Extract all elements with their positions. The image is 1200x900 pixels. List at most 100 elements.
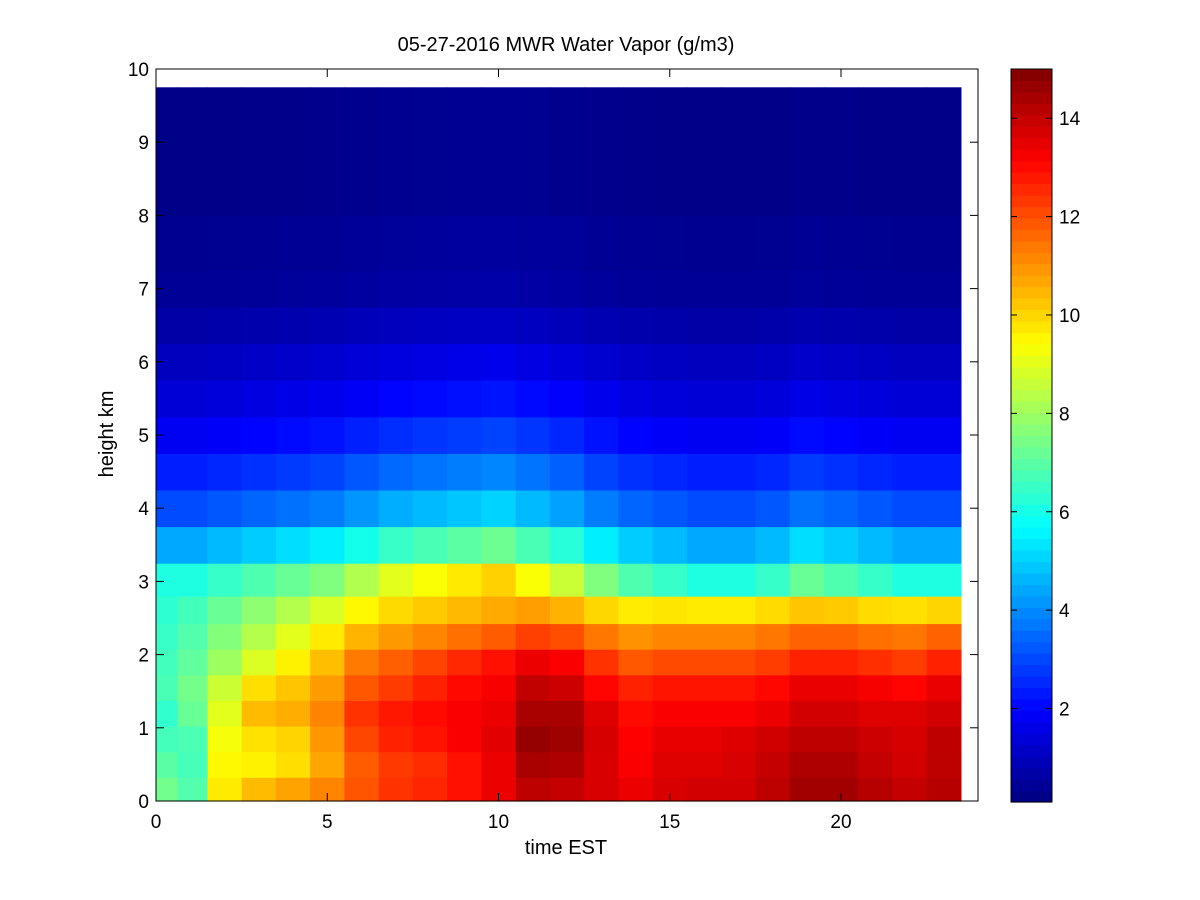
heatmap-cell <box>447 623 482 650</box>
heatmap-cell <box>481 306 517 345</box>
heatmap-cell <box>344 87 380 216</box>
heatmap-cell <box>412 649 448 676</box>
heatmap-cell <box>156 453 179 491</box>
heatmap-cell <box>721 777 756 802</box>
heatmap-cell <box>755 306 791 345</box>
heatmap-cell <box>412 380 448 418</box>
y-axis: 0 1 2 3 4 5 6 7 8 9 10 <box>128 60 978 813</box>
heatmap-cell <box>515 270 551 308</box>
heatmap-cell <box>481 563 517 597</box>
colorbar <box>1011 69 1052 803</box>
heatmap-cell <box>789 215 825 271</box>
heatmap-cell <box>310 700 345 727</box>
heatmap-cell <box>926 777 962 802</box>
heatmap-cell <box>549 563 585 597</box>
heatmap-cell <box>892 453 928 491</box>
heatmap-cell <box>156 87 179 216</box>
heatmap-cell <box>858 596 893 625</box>
heatmap-cell <box>549 87 585 216</box>
heatmap-cell <box>652 380 688 418</box>
heatmap-cell <box>789 725 825 753</box>
heatmap-cell <box>721 526 756 564</box>
heatmap-cell <box>241 380 277 418</box>
y-tick-label: 9 <box>138 133 149 154</box>
heatmap-cell <box>156 489 179 528</box>
heatmap-cell <box>652 343 688 381</box>
heatmap-cell <box>823 215 859 271</box>
heatmap-cell <box>618 380 654 418</box>
heatmap-cell <box>618 596 654 625</box>
heatmap-cell <box>207 215 243 271</box>
heatmap-cell <box>892 270 928 308</box>
heatmap-cell <box>156 306 179 345</box>
colorbar-axis: 2 4 6 8 10 12 14 <box>1011 109 1081 721</box>
heatmap-cell <box>892 700 928 727</box>
heatmap-cell <box>241 596 277 625</box>
colorbar-band <box>1011 286 1052 299</box>
heatmap-cell <box>652 700 688 727</box>
heatmap-cell <box>177 623 208 650</box>
heatmap-cell <box>549 751 585 778</box>
heatmap-cell <box>515 777 551 802</box>
heatmap-cell <box>755 777 791 802</box>
heatmap-cell <box>858 215 893 271</box>
heatmap-cell <box>275 306 311 345</box>
heatmap-cell <box>721 725 756 753</box>
heatmap-cell <box>755 623 791 650</box>
heatmap-cell <box>686 700 722 727</box>
y-tick-label: 0 <box>138 792 149 813</box>
heatmap-cell <box>892 380 928 418</box>
heatmap-cell <box>481 270 517 308</box>
heatmap-cell <box>207 343 243 381</box>
colorbar-band <box>1011 80 1052 93</box>
heatmap-cell <box>926 563 962 597</box>
heatmap-cell <box>652 725 688 753</box>
heatmap-cell <box>926 380 962 418</box>
heatmap-cell <box>156 380 179 418</box>
heatmap-cell <box>686 623 722 650</box>
heatmap-cell <box>275 453 311 491</box>
heatmap-cell <box>721 674 756 701</box>
heatmap-cell <box>755 453 791 491</box>
heatmap-cell <box>618 87 654 216</box>
heatmap-cell <box>207 489 243 528</box>
heatmap-cell <box>447 725 482 753</box>
colorbar-band <box>1011 515 1052 528</box>
heatmap-cell <box>686 343 722 381</box>
heatmap-cell <box>926 700 962 727</box>
heatmap-cell <box>275 87 311 216</box>
y-tick-label: 5 <box>138 426 149 447</box>
colorbar-band <box>1011 492 1052 505</box>
heatmap-cell <box>275 343 311 381</box>
heatmap-cell <box>156 623 179 650</box>
heatmap-cell <box>584 725 619 753</box>
heatmap-cell <box>310 526 345 564</box>
heatmap-cell <box>241 270 277 308</box>
heatmap-cell <box>412 87 448 216</box>
heatmap-cell <box>515 725 551 753</box>
heatmap-cell <box>789 306 825 345</box>
heatmap-cell <box>447 526 482 564</box>
heatmap-cell <box>344 777 380 802</box>
heatmap-cell <box>584 623 619 650</box>
heatmap-cell <box>481 489 517 528</box>
heatmap-cell <box>275 215 311 271</box>
heatmap-cell <box>686 380 722 418</box>
heatmap-cell <box>156 700 179 727</box>
heatmap-cell <box>618 416 654 454</box>
heatmap-cell <box>515 489 551 528</box>
heatmap-cell <box>549 725 585 753</box>
heatmap-cell <box>275 380 311 418</box>
heatmap-cell <box>447 306 482 345</box>
colorbar-band <box>1011 194 1052 208</box>
heatmap-cells <box>156 87 962 802</box>
y-tick-label: 8 <box>138 206 149 227</box>
heatmap-cell <box>207 725 243 753</box>
heatmap-cell <box>549 700 585 727</box>
heatmap-cell <box>344 343 380 381</box>
heatmap-cell <box>926 343 962 381</box>
heatmap-cell <box>584 563 619 597</box>
colorbar-band <box>1011 710 1052 723</box>
heatmap-cell <box>275 270 311 308</box>
heatmap-cell <box>378 623 414 650</box>
